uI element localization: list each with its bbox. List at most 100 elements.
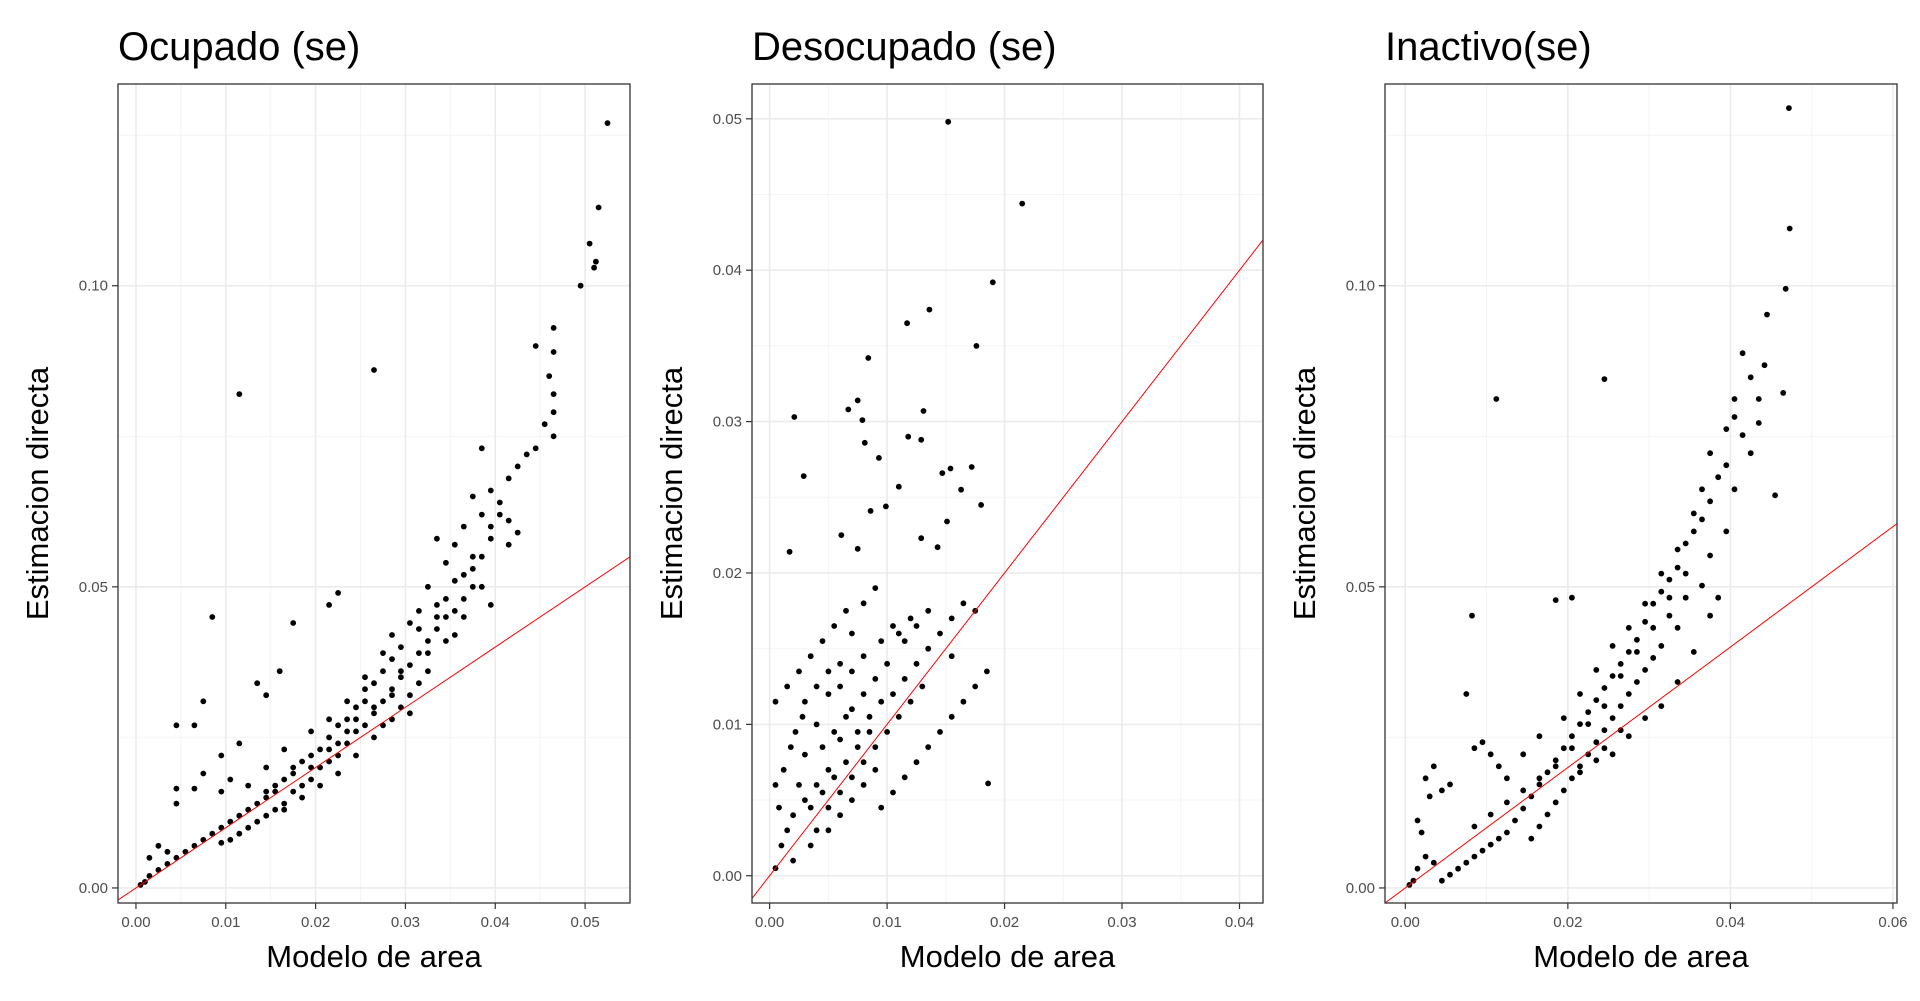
data-point xyxy=(784,827,791,834)
panel-border xyxy=(751,83,1264,904)
data-point xyxy=(362,674,368,681)
data-point xyxy=(308,752,314,759)
data-point xyxy=(335,740,341,747)
data-point xyxy=(1544,769,1551,776)
x-axis-title: Modelo de area xyxy=(1533,939,1749,974)
data-point xyxy=(460,614,467,620)
data-point xyxy=(849,706,855,713)
data-point xyxy=(487,523,494,530)
data-point xyxy=(326,746,332,753)
data-point xyxy=(389,692,395,699)
data-point xyxy=(546,373,553,379)
data-point xyxy=(1642,618,1648,625)
data-point xyxy=(1520,805,1527,812)
data-point xyxy=(398,674,404,681)
data-point xyxy=(1569,594,1575,601)
data-point xyxy=(1577,721,1583,727)
data-point xyxy=(443,614,449,620)
data-point xyxy=(389,656,395,662)
data-point xyxy=(1739,350,1746,357)
data-point xyxy=(1634,636,1640,643)
data-point xyxy=(807,842,814,849)
data-point xyxy=(353,716,359,723)
data-point xyxy=(416,680,422,687)
data-point xyxy=(290,770,297,777)
data-point xyxy=(978,502,984,508)
data-point xyxy=(1786,105,1792,111)
data-point xyxy=(890,691,896,697)
data-point xyxy=(1455,865,1461,872)
data-point xyxy=(1495,763,1502,770)
data-point xyxy=(380,668,386,675)
data-point xyxy=(872,766,879,773)
data-point xyxy=(308,764,314,771)
x-axis-title: Modelo de area xyxy=(900,939,1116,974)
data-point xyxy=(1731,396,1738,402)
chart-title: Desocupado (se) xyxy=(752,25,1057,69)
data-point xyxy=(1731,414,1738,420)
data-point xyxy=(1617,661,1624,667)
x-tick-label: 0.00 xyxy=(121,914,150,931)
data-point xyxy=(802,698,808,705)
data-point xyxy=(1772,492,1778,499)
data-point xyxy=(1682,570,1689,577)
data-point xyxy=(1487,811,1494,818)
data-point xyxy=(389,686,395,693)
data-point xyxy=(849,774,855,781)
data-point xyxy=(1609,673,1616,679)
data-point xyxy=(1690,510,1697,517)
data-point xyxy=(866,729,873,735)
data-point xyxy=(478,445,485,452)
data-point xyxy=(865,355,872,361)
data-point xyxy=(860,782,867,788)
data-point xyxy=(807,653,814,660)
data-point xyxy=(878,638,885,644)
data-point xyxy=(1447,781,1453,788)
data-point xyxy=(487,602,494,608)
data-point xyxy=(1642,715,1648,721)
data-point xyxy=(925,607,932,614)
data-point xyxy=(776,804,782,811)
data-point xyxy=(227,836,234,843)
data-point xyxy=(263,788,270,795)
chart-title: Ocupado (se) xyxy=(118,25,360,69)
data-point xyxy=(245,782,252,789)
data-point xyxy=(837,812,843,819)
x-tick-label: 0.04 xyxy=(1225,914,1254,931)
data-point xyxy=(1560,715,1567,721)
data-point xyxy=(901,774,908,781)
data-point xyxy=(1782,285,1789,292)
data-point xyxy=(890,623,896,629)
data-point xyxy=(1463,859,1470,866)
data-point xyxy=(1469,612,1475,619)
data-point xyxy=(532,343,539,349)
data-point xyxy=(1569,745,1575,752)
data-point xyxy=(1609,643,1616,649)
data-point xyxy=(299,782,305,789)
data-point xyxy=(904,320,910,327)
data-point xyxy=(1593,757,1600,764)
data-point xyxy=(1666,594,1673,601)
data-point xyxy=(825,668,832,675)
major-gridlines xyxy=(752,84,1263,903)
data-point xyxy=(813,683,820,690)
data-point xyxy=(819,789,826,796)
data-point xyxy=(919,683,926,690)
data-point xyxy=(1471,853,1478,860)
data-point xyxy=(308,728,314,735)
data-point xyxy=(918,436,925,443)
data-point xyxy=(550,391,557,397)
data-point xyxy=(945,118,952,125)
data-point xyxy=(1707,552,1713,559)
data-point xyxy=(843,713,849,720)
data-point xyxy=(878,698,885,705)
data-point xyxy=(1617,673,1624,679)
data-point xyxy=(236,740,243,747)
data-point xyxy=(281,776,288,783)
x-tick-label: 0.01 xyxy=(211,914,240,931)
data-point xyxy=(948,713,955,720)
data-point xyxy=(780,766,787,773)
x-tick-label: 0.03 xyxy=(391,914,420,931)
data-point xyxy=(960,698,967,705)
data-point xyxy=(872,585,879,591)
